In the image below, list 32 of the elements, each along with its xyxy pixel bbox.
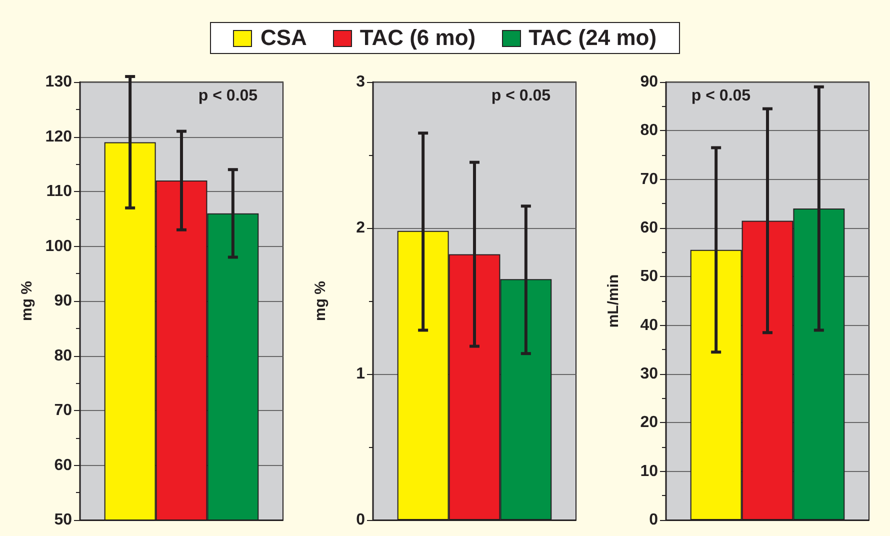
y-tick-label: 60 xyxy=(640,220,658,236)
y-tick-label: 40 xyxy=(640,316,658,334)
y-tick-label: 60 xyxy=(54,456,72,474)
legend-label: TAC (24 mo) xyxy=(528,25,657,51)
y-tick-label: 50 xyxy=(54,512,72,528)
y-tick-label: 90 xyxy=(640,74,658,90)
y-tick-label: 3 xyxy=(356,74,366,90)
y-tick-label: 130 xyxy=(45,74,72,90)
y-tick-label: 1 xyxy=(356,366,366,382)
legend-label: TAC (6 mo) xyxy=(360,25,476,51)
y-tick-label: 0 xyxy=(649,512,658,528)
y-tick-label: 70 xyxy=(640,170,658,188)
y-tick-label: 30 xyxy=(640,366,658,382)
y-tick-label: 100 xyxy=(45,238,72,255)
y-tick-label: 50 xyxy=(640,268,658,286)
annotation: p < 0.05 xyxy=(491,88,551,104)
y-tick-label: 70 xyxy=(54,402,72,419)
y-tick-label: 80 xyxy=(640,122,658,140)
y-axis-title: mL/min xyxy=(605,274,622,328)
y-tick-label: 10 xyxy=(640,462,658,480)
legend-label: CSA xyxy=(260,25,307,51)
annotation: p < 0.05 xyxy=(198,88,258,104)
y-tick-label: 120 xyxy=(45,128,72,146)
y-tick-label: 90 xyxy=(54,292,72,310)
y-axis-title: mg % xyxy=(18,280,36,322)
y-axis-title: mg % xyxy=(312,280,329,322)
y-tick-label: 2 xyxy=(356,220,366,236)
y-tick-label: 0 xyxy=(356,512,366,528)
y-tick-label: 110 xyxy=(46,183,72,200)
y-tick-label: 80 xyxy=(54,347,72,364)
y-tick-label: 20 xyxy=(640,414,658,432)
annotation: p < 0.05 xyxy=(691,88,751,104)
